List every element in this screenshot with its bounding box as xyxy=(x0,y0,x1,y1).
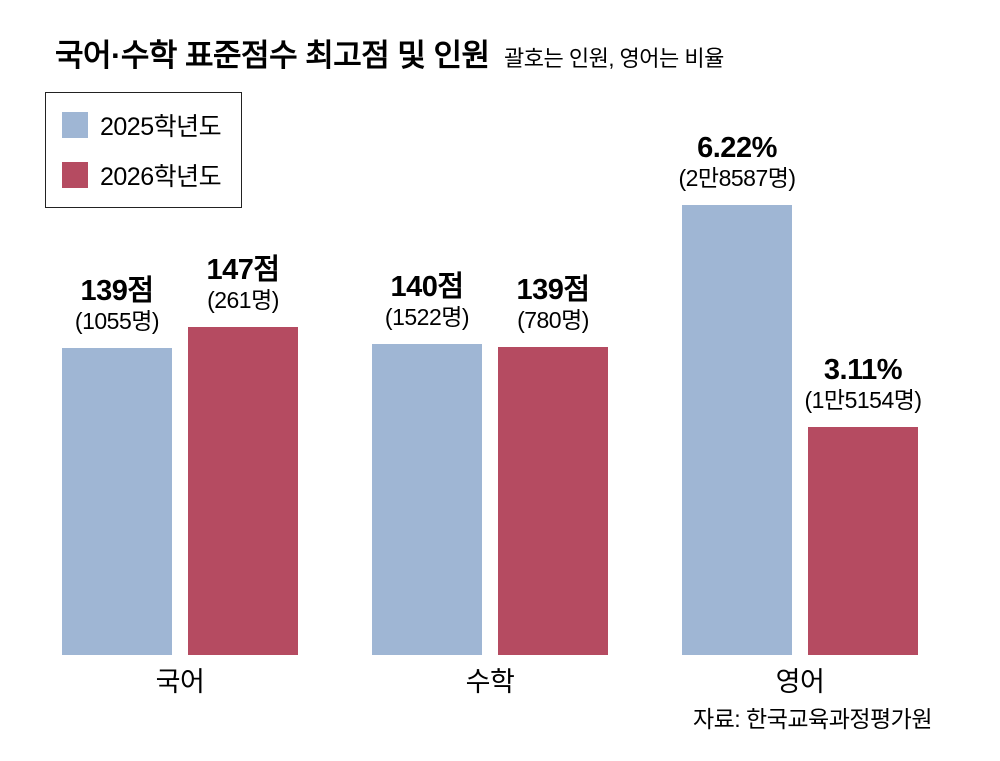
legend-swatch-2025 xyxy=(62,112,88,138)
legend: 2025학년도 2026학년도 xyxy=(45,92,243,208)
bar-count-label: (1522명) xyxy=(384,304,470,331)
bar-column: 140점 (1522명) xyxy=(372,95,482,655)
bar-value-label: 3.11% xyxy=(823,354,903,387)
bar-column: 139점 (1055명) xyxy=(62,95,172,655)
category-label-math: 수학 xyxy=(465,667,515,697)
group-korean: 139점 (1055명) 147점 (261명) 국어 xyxy=(62,95,298,697)
bar-count-label: (261명) xyxy=(207,287,279,314)
legend-swatch-2026 xyxy=(62,162,88,188)
bar-value-label: 6.22% xyxy=(697,132,777,165)
source-credit: 자료: 한국교육과정평가원 xyxy=(692,706,933,732)
chart-title: 국어·수학 표준점수 최고점 및 인원 xyxy=(55,38,490,73)
bar-column: 6.22% (2만8587명) xyxy=(678,95,796,655)
bar-value-label: 139점 xyxy=(80,275,154,308)
chart-header: 국어·수학 표준점수 최고점 및 인원 괄호는 인원, 영어는 비율 xyxy=(55,30,724,75)
legend-label-2026: 2026학년도 xyxy=(100,163,222,191)
category-label-korean: 국어 xyxy=(155,667,205,697)
bar-2026 xyxy=(498,347,608,655)
bar-value-label: 140점 xyxy=(390,271,464,304)
bar-column: 3.11% (1만5154명) xyxy=(804,95,922,655)
bar-2025 xyxy=(62,348,172,655)
group-english: 6.22% (2만8587명) 3.11% (1만5154명) 영어 xyxy=(678,95,922,697)
bar-column: 139점 (780명) xyxy=(498,95,608,655)
group-math: 140점 (1522명) 139점 (780명) 수학 xyxy=(372,95,608,697)
bar-count-label: (1055명) xyxy=(74,308,160,335)
bar-value-label: 139점 xyxy=(516,274,590,307)
bar-column: 147점 (261명) xyxy=(188,95,298,655)
legend-item-2026: 2026학년도 xyxy=(62,157,222,193)
bar-count-label: (2만8587명) xyxy=(678,165,796,192)
category-label-english: 영어 xyxy=(775,667,825,697)
bar-2025 xyxy=(372,344,482,655)
bar-2026 xyxy=(808,427,918,655)
legend-item-2025: 2025학년도 xyxy=(62,107,222,143)
bar-2025 xyxy=(682,205,792,655)
chart-subtitle: 괄호는 인원, 영어는 비율 xyxy=(504,46,724,71)
bar-value-label: 147점 xyxy=(206,254,280,287)
bar-count-label: (780명) xyxy=(517,307,589,334)
legend-label-2025: 2025학년도 xyxy=(100,113,222,141)
bar-count-label: (1만5154명) xyxy=(804,387,922,414)
bar-2026 xyxy=(188,327,298,655)
bar-chart: 139점 (1055명) 147점 (261명) 국어 140점 (1522명)… xyxy=(62,95,922,697)
